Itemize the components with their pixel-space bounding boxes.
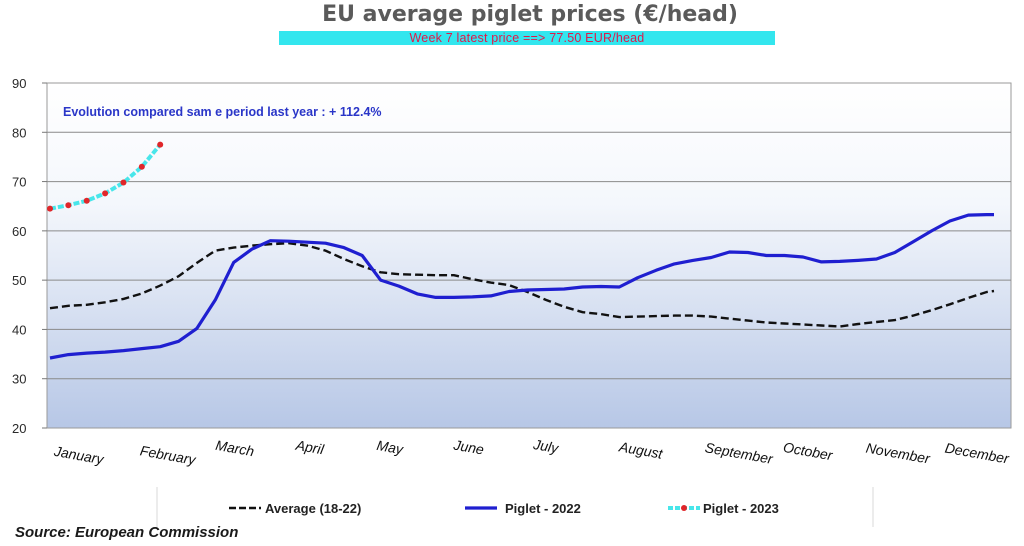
x-tick-label-december: December <box>944 440 1012 467</box>
x-tick-label-january: January <box>52 443 106 468</box>
x-tick-label-september: September <box>704 439 776 467</box>
evolution-annotation: Evolution compared sam e period last yea… <box>63 105 382 119</box>
series-line-average-18-22 <box>49 241 995 328</box>
legend-label-average-18-22: Average (18-22) <box>265 501 361 516</box>
latest-price-banner: Week 7 latest price ==> 77.50 EUR/head <box>279 31 775 45</box>
data-point-piglet-2023 <box>47 205 53 212</box>
legend-label-piglet-2022: Piglet - 2022 <box>505 501 581 516</box>
data-point-piglet-2023 <box>65 202 72 209</box>
y-tick-label: 20 <box>12 421 26 436</box>
data-point-piglet-2023 <box>83 197 90 204</box>
chart-title: EU average piglet prices (€/head) <box>322 2 738 27</box>
plot-area <box>42 82 1012 429</box>
y-tick-label: 80 <box>12 125 26 140</box>
data-point-piglet-2023 <box>138 163 145 170</box>
x-tick-label-august: August <box>617 438 665 462</box>
data-point-piglet-2023 <box>102 190 109 197</box>
source-note: Source: European Commission <box>15 524 239 541</box>
x-tick-label-april: April <box>294 437 326 458</box>
x-tick-label-may: May <box>375 437 405 458</box>
x-tick-label-february: February <box>139 442 198 468</box>
x-tick-label-june: June <box>452 436 486 457</box>
y-tick-label: 90 <box>12 76 26 91</box>
plot-background <box>46 82 1012 429</box>
x-tick-label-march: March <box>214 437 255 460</box>
y-tick-label: 40 <box>12 322 26 337</box>
legend: Average (18-22) Piglet - 2022 Piglet - 202… <box>156 487 874 527</box>
x-tick-label-july: July <box>531 436 560 456</box>
data-point-piglet-2023 <box>120 179 127 186</box>
y-tick-label: 30 <box>12 372 26 387</box>
y-tick-label: 70 <box>12 175 26 190</box>
x-tick-label-october: October <box>782 439 835 464</box>
legend-marker-piglet-2023 <box>681 505 687 511</box>
data-point-piglet-2023 <box>157 141 164 148</box>
y-tick-label: 60 <box>12 224 26 239</box>
series-line-piglet-2022 <box>49 213 994 360</box>
legend-label-piglet-2023: Piglet - 2023 <box>703 501 779 516</box>
y-tick-label: 50 <box>12 273 26 288</box>
x-tick-label-november: November <box>865 440 933 467</box>
